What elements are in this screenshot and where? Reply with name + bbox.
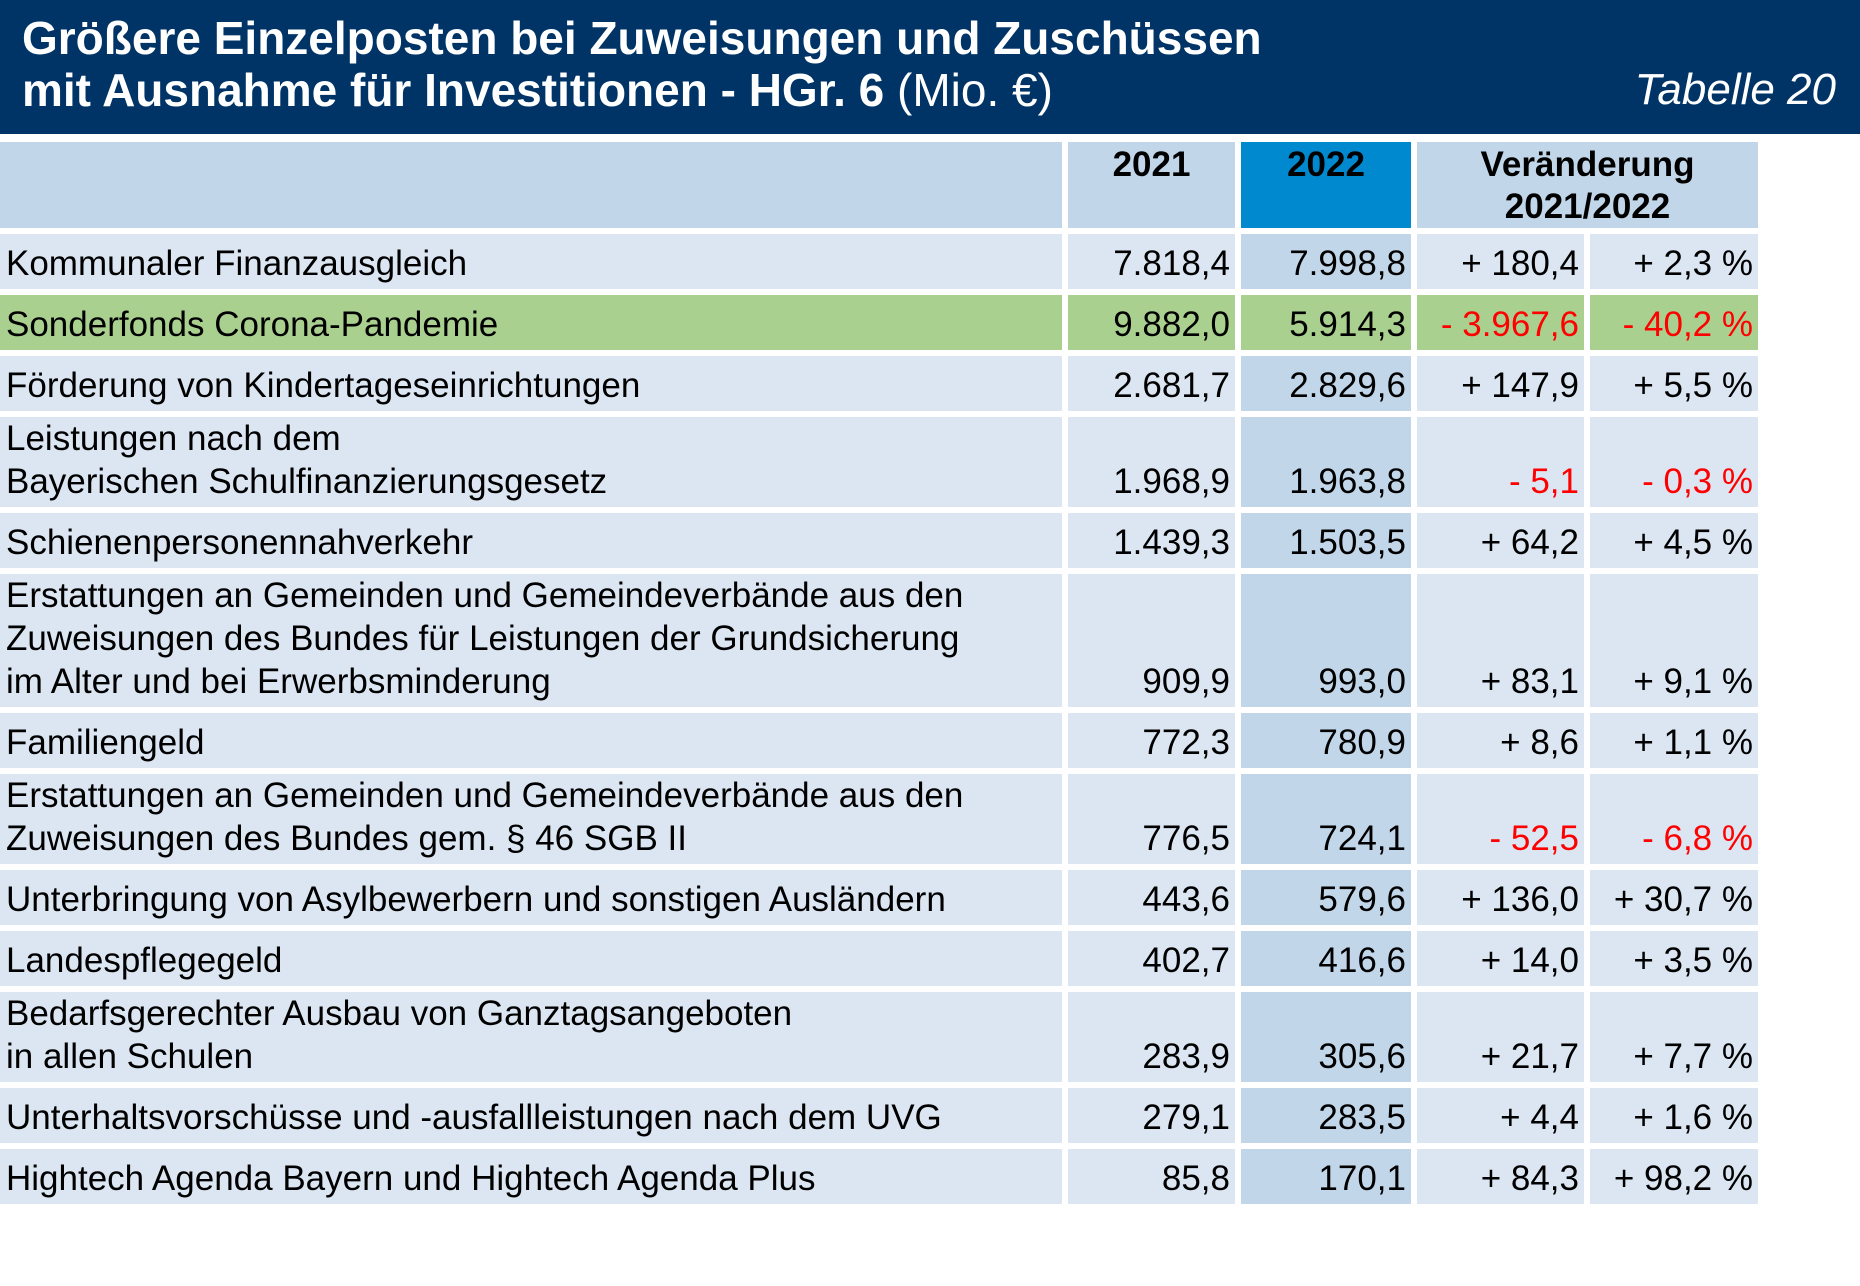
table-header-banner: Größere Einzelposten bei Zuweisungen und… xyxy=(0,0,1860,134)
table-title: Größere Einzelposten bei Zuweisungen und… xyxy=(22,12,1262,116)
change-percent: + 3,5 % xyxy=(1590,931,1758,986)
header-label-cell xyxy=(0,142,1062,228)
change-absolute: + 147,9 xyxy=(1417,356,1584,411)
table-row: Schienenpersonennahverkehr 1.439,3 1.503,5… xyxy=(0,513,1758,568)
header-change-period: 2021/2022 xyxy=(1504,187,1671,226)
row-label: Familiengeld xyxy=(0,713,1062,768)
data-table: 2021 2022 Veränderung 2021/2022 Kommunal… xyxy=(0,136,1764,1210)
change-absolute: + 83,1 xyxy=(1417,574,1584,707)
table-row: Erstattungen an Gemeinden und Gemeindeve… xyxy=(0,574,1758,707)
value-2021: 279,1 xyxy=(1068,1088,1235,1143)
change-absolute: + 180,4 xyxy=(1417,234,1584,289)
value-2022: 2.829,6 xyxy=(1241,356,1411,411)
value-2022: 993,0 xyxy=(1241,574,1411,707)
value-2022: 1.503,5 xyxy=(1241,513,1411,568)
table-row: Kommunaler Finanzausgleich 7.818,4 7.998,8… xyxy=(0,234,1758,289)
column-header-row: 2021 2022 Veränderung 2021/2022 xyxy=(0,142,1758,228)
value-2022: 579,6 xyxy=(1241,870,1411,925)
row-label: Kommunaler Finanzausgleich xyxy=(0,234,1062,289)
row-label: Erstattungen an Gemeinden und Gemeindeve… xyxy=(0,774,1062,864)
table-row: Landespflegegeld 402,7 416,6 + 14,0 + 3,5 % xyxy=(0,931,1758,986)
value-2022: 724,1 xyxy=(1241,774,1411,864)
change-absolute: + 136,0 xyxy=(1417,870,1584,925)
row-label: Förderung von Kindertageseinrichtungen xyxy=(0,356,1062,411)
change-absolute: + 8,6 xyxy=(1417,713,1584,768)
value-2021: 909,9 xyxy=(1068,574,1235,707)
value-2021: 2.681,7 xyxy=(1068,356,1235,411)
header-change-label: Veränderung xyxy=(1480,145,1695,184)
change-percent: + 98,2 % xyxy=(1590,1149,1758,1204)
change-absolute: - 5,1 xyxy=(1417,417,1584,507)
row-label: Landespflegegeld xyxy=(0,931,1062,986)
change-percent: - 0,3 % xyxy=(1590,417,1758,507)
header-change: Veränderung 2021/2022 xyxy=(1417,142,1758,228)
value-2021: 7.818,4 xyxy=(1068,234,1235,289)
header-2022: 2022 xyxy=(1241,142,1411,228)
value-2021: 85,8 xyxy=(1068,1149,1235,1204)
change-percent: + 2,3 % xyxy=(1590,234,1758,289)
change-percent: - 6,8 % xyxy=(1590,774,1758,864)
change-absolute: + 84,3 xyxy=(1417,1149,1584,1204)
value-2021: 283,9 xyxy=(1068,992,1235,1082)
value-2022: 7.998,8 xyxy=(1241,234,1411,289)
change-absolute: - 3.967,6 xyxy=(1417,295,1584,350)
table-row: Unterbringung von Asylbewerbern und sons… xyxy=(0,870,1758,925)
value-2021: 443,6 xyxy=(1068,870,1235,925)
row-label: Leistungen nach dem Bayerischen Schulfina… xyxy=(0,417,1062,507)
change-absolute: + 21,7 xyxy=(1417,992,1584,1082)
value-2022: 305,6 xyxy=(1241,992,1411,1082)
change-percent: + 9,1 % xyxy=(1590,574,1758,707)
value-2022: 5.914,3 xyxy=(1241,295,1411,350)
value-2021: 772,3 xyxy=(1068,713,1235,768)
row-label: Sonderfonds Corona-Pandemie xyxy=(0,295,1062,350)
row-label: Unterbringung von Asylbewerbern und sons… xyxy=(0,870,1062,925)
title-unit: (Mio. €) xyxy=(897,64,1053,116)
value-2022: 170,1 xyxy=(1241,1149,1411,1204)
change-percent: + 30,7 % xyxy=(1590,870,1758,925)
row-label: Schienenpersonennahverkehr xyxy=(0,513,1062,568)
row-label: Bedarfsgerechter Ausbau von Ganztagsange… xyxy=(0,992,1062,1082)
title-line-2: mit Ausnahme für Investitionen - HGr. 6 xyxy=(22,64,885,116)
table-row: Unterhaltsvorschüsse und -ausfallleistun… xyxy=(0,1088,1758,1143)
table-row: Sonderfonds Corona-Pandemie 9.882,0 5.914,… xyxy=(0,295,1758,350)
value-2021: 9.882,0 xyxy=(1068,295,1235,350)
change-absolute: + 64,2 xyxy=(1417,513,1584,568)
value-2021: 1.439,3 xyxy=(1068,513,1235,568)
row-label: Hightech Agenda Bayern und Hightech Agen… xyxy=(0,1149,1062,1204)
title-line-1: Größere Einzelposten bei Zuweisungen und… xyxy=(22,12,1262,64)
row-label: Unterhaltsvorschüsse und -ausfallleistun… xyxy=(0,1088,1062,1143)
change-absolute: - 52,5 xyxy=(1417,774,1584,864)
change-absolute: + 14,0 xyxy=(1417,931,1584,986)
value-2022: 416,6 xyxy=(1241,931,1411,986)
value-2021: 1.968,9 xyxy=(1068,417,1235,507)
table-row: Förderung von Kindertageseinrichtungen 2.… xyxy=(0,356,1758,411)
table-row: Erstattungen an Gemeinden und Gemeindeve… xyxy=(0,774,1758,864)
change-percent: + 5,5 % xyxy=(1590,356,1758,411)
table-row: Leistungen nach dem Bayerischen Schulfina… xyxy=(0,417,1758,507)
table-row: Familiengeld 772,3 780,9 + 8,6 + 1,1 % xyxy=(0,713,1758,768)
value-2022: 780,9 xyxy=(1241,713,1411,768)
change-percent: - 40,2 % xyxy=(1590,295,1758,350)
change-percent: + 1,1 % xyxy=(1590,713,1758,768)
value-2021: 402,7 xyxy=(1068,931,1235,986)
change-percent: + 4,5 % xyxy=(1590,513,1758,568)
value-2022: 283,5 xyxy=(1241,1088,1411,1143)
table-number: Tabelle 20 xyxy=(1634,65,1836,114)
change-percent: + 1,6 % xyxy=(1590,1088,1758,1143)
header-2021: 2021 xyxy=(1068,142,1235,228)
value-2022: 1.963,8 xyxy=(1241,417,1411,507)
change-percent: + 7,7 % xyxy=(1590,992,1758,1082)
table-row: Bedarfsgerechter Ausbau von Ganztagsange… xyxy=(0,992,1758,1082)
value-2021: 776,5 xyxy=(1068,774,1235,864)
row-label: Erstattungen an Gemeinden und Gemeindeve… xyxy=(0,574,1062,707)
change-absolute: + 4,4 xyxy=(1417,1088,1584,1143)
table-row: Hightech Agenda Bayern und Hightech Agen… xyxy=(0,1149,1758,1204)
